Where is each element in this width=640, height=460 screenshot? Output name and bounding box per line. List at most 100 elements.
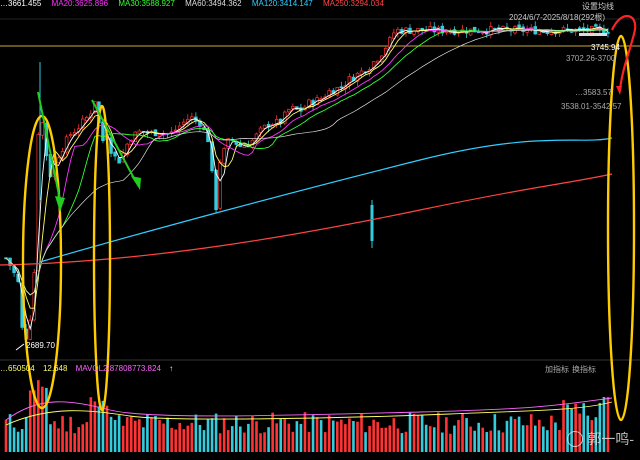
volume-bar	[517, 416, 521, 452]
volume-bar	[295, 421, 299, 452]
weibo-icon	[567, 431, 584, 447]
legend-ma250: MA250:3294.034	[322, 0, 384, 8]
volume-bar	[550, 415, 553, 452]
candle-body	[549, 31, 554, 35]
volume-bar	[291, 431, 295, 452]
volume-bar	[376, 422, 379, 452]
watermark-text: 郭一鸣-	[587, 431, 634, 447]
volume-bar	[453, 425, 456, 452]
volume-bar	[606, 397, 610, 452]
ma-legend: …3661.455 MA20:3625.896 MA30:3588.927 MA…	[0, 0, 640, 9]
candle-body	[392, 32, 396, 39]
volume-bar	[210, 418, 214, 452]
volume-bar	[28, 390, 32, 452]
settings-ma-button[interactable]: 设置均线	[582, 2, 614, 11]
candle-body	[493, 27, 497, 30]
volume-bar	[239, 426, 242, 452]
volume-bar	[162, 423, 165, 452]
candle-body	[416, 28, 420, 33]
volume-bar	[81, 424, 85, 452]
candle-body	[125, 143, 129, 156]
volume-bar	[368, 425, 371, 452]
legend-ma30: MA30:3588.927	[118, 0, 175, 8]
switch-indicator-button[interactable]: 换指标	[572, 365, 596, 374]
vol-arrow-icon: ↑	[169, 364, 174, 373]
candle-body	[64, 136, 69, 153]
volume-bar	[45, 387, 48, 452]
candle-body	[206, 129, 210, 143]
volume-bar	[117, 415, 121, 452]
volume-bar	[283, 419, 287, 452]
volume-bar	[315, 417, 319, 452]
volume-bar	[267, 427, 270, 452]
volume-bar	[436, 412, 440, 452]
volume-bar	[287, 423, 291, 452]
candle-body	[137, 130, 142, 134]
volume-bar	[73, 433, 76, 452]
volume-bar	[49, 424, 52, 452]
volume-bar	[340, 419, 343, 452]
volume-bar	[352, 420, 355, 452]
candle-body	[222, 148, 226, 164]
volume-bar	[323, 432, 327, 452]
volume-bar	[432, 427, 436, 452]
volume-bar	[493, 414, 497, 452]
volume-bar	[12, 427, 16, 452]
volume-bar	[542, 426, 545, 452]
volume-bar	[61, 416, 64, 452]
volume-bar	[360, 413, 363, 452]
candle-body	[258, 127, 263, 133]
candle-body	[238, 143, 243, 147]
candle-body	[379, 55, 384, 63]
volume-legend: …650504 12.648 MAVOL2:87808773.824 ↑	[0, 364, 179, 373]
volume-bar	[554, 422, 557, 452]
volume-bar	[590, 420, 594, 452]
volume-bar	[101, 400, 105, 452]
volume-bar	[380, 427, 384, 452]
low-arrow	[15, 343, 25, 351]
vol-value-2: 12.648	[42, 364, 68, 373]
volume-bar	[146, 414, 149, 452]
volume-bar	[400, 433, 404, 452]
volume-bar	[142, 427, 145, 452]
candle-body	[545, 32, 550, 34]
volume-bar	[582, 403, 586, 452]
green-arrow-1	[37, 91, 61, 201]
volume-bar	[32, 390, 36, 452]
volume-bar	[404, 431, 408, 452]
legend-close: …3661.455	[0, 0, 42, 8]
candle-body	[226, 138, 230, 149]
dip-candle	[370, 205, 374, 241]
annotation-ellipse-2	[92, 104, 112, 412]
volume-bar	[384, 427, 388, 452]
price-tag-1: 3702.26-3700	[566, 54, 616, 63]
mavol-line	[5, 397, 613, 421]
candle-body	[85, 116, 89, 122]
candle-body	[262, 124, 267, 129]
volume-bar	[602, 397, 606, 452]
volume-bar	[243, 432, 246, 452]
volume-bar	[424, 424, 428, 452]
candle-body	[577, 27, 582, 30]
volume-bar	[222, 418, 226, 452]
volume-bar	[4, 419, 8, 452]
candle-body	[472, 26, 477, 33]
candle-body	[274, 119, 279, 125]
price-tag-2: …3583.57	[575, 88, 612, 97]
volume-bar	[303, 412, 307, 452]
volume-bar	[271, 412, 274, 452]
high-price-label: 3745.94	[591, 43, 620, 52]
annotation-red-arrow	[616, 86, 622, 95]
ticker-marks	[579, 33, 607, 36]
volume-bar	[218, 433, 222, 452]
add-indicator-button[interactable]: 加指标	[545, 365, 569, 374]
watermark: 郭一鸣-	[567, 429, 634, 449]
volume-bar	[327, 415, 331, 452]
volume-bar	[546, 430, 549, 452]
low-price-label: 2689.70	[26, 341, 55, 350]
volume-bar	[513, 418, 517, 452]
volume-bar	[89, 397, 93, 452]
legend-ma60: MA60:3494.362	[185, 0, 242, 8]
